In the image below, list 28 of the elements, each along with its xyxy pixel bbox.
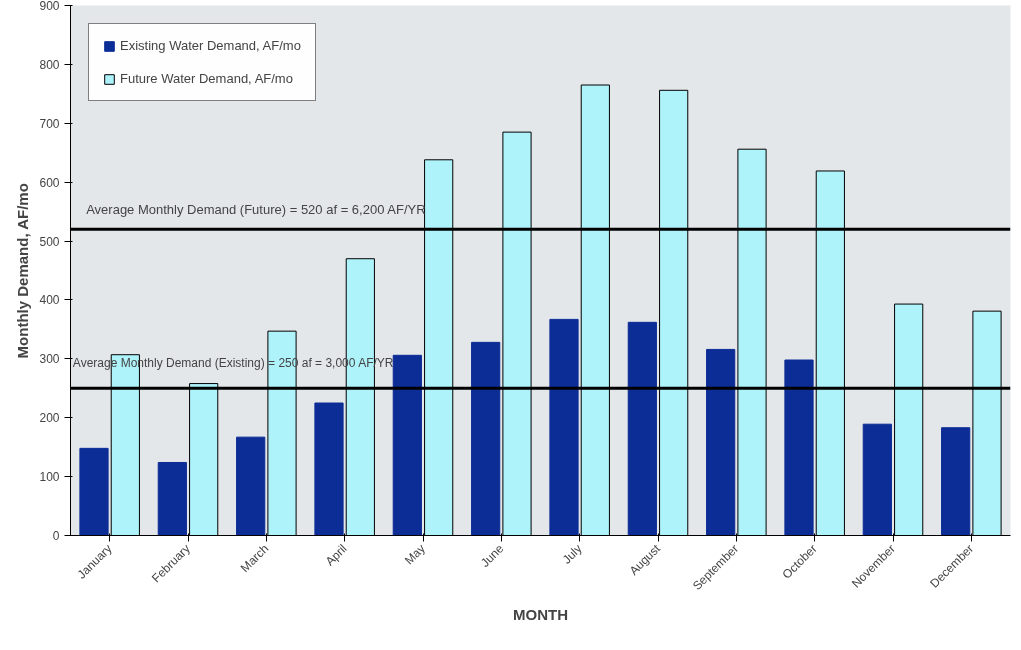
bar xyxy=(706,348,736,536)
x-axis-title: MONTH xyxy=(513,605,568,623)
y-tick-label: 300 xyxy=(39,352,60,367)
bar xyxy=(862,423,892,536)
y-tick-label: 200 xyxy=(39,411,60,426)
bar xyxy=(392,354,422,536)
y-tick-label: 700 xyxy=(39,116,60,131)
legend-label: Future Water Demand, AF/mo xyxy=(120,71,293,86)
x-tick-label: May xyxy=(402,541,428,568)
y-tick-label: 600 xyxy=(39,175,60,190)
bar xyxy=(784,359,814,536)
y-axis-title: Monthly Demand, AF/mo xyxy=(14,183,32,359)
y-tick-label: 0 xyxy=(52,529,60,543)
y-tick-label: 900 xyxy=(39,0,60,13)
y-tick-label: 800 xyxy=(39,57,60,72)
bar xyxy=(157,461,187,536)
bar xyxy=(79,447,109,536)
y-tick-label: 100 xyxy=(39,470,60,485)
legend-label: Existing Water Demand, AF/mo xyxy=(120,38,301,53)
bar xyxy=(549,318,579,536)
bar xyxy=(627,321,657,536)
x-tick-label: July xyxy=(559,541,585,567)
bar xyxy=(314,402,344,536)
y-tick-label: 400 xyxy=(39,293,60,308)
bar xyxy=(236,436,266,536)
bar xyxy=(941,427,971,536)
y-tick-label: 500 xyxy=(39,234,60,249)
bar xyxy=(471,341,501,536)
